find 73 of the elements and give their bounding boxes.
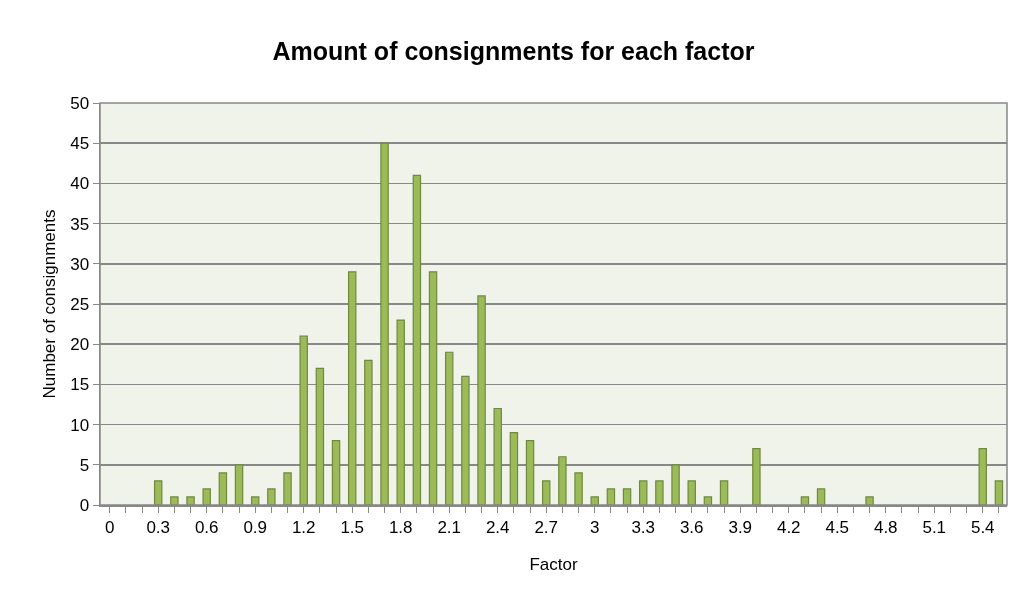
x-tick-label: 3 [590,517,600,537]
y-tick-label: 45 [70,134,90,154]
bar [655,480,664,505]
bar [978,448,987,505]
x-tick-label: 3.9 [728,517,753,537]
bar [687,480,696,505]
bar [347,271,357,505]
bar [380,142,389,505]
y-tick-label: 35 [70,214,90,234]
bar [218,472,228,505]
x-tick-label: 1.5 [340,517,365,537]
x-tick-label: 0.9 [243,517,268,537]
x-tick-label: 3.6 [679,517,704,537]
x-axis-title: Factor [529,555,578,575]
bar [671,464,680,505]
bar [153,480,163,505]
y-tick-label: 50 [70,93,90,113]
x-tick-label: 0 [104,517,115,537]
bar [590,496,599,505]
bar [477,295,486,505]
bar [574,472,583,505]
bar [412,174,422,505]
bar [816,488,826,505]
bar [719,480,729,505]
bar [267,488,276,505]
bar [606,488,616,505]
bar [364,359,373,505]
bar [622,488,632,505]
bar [493,407,502,505]
x-tick-label: 0.3 [146,517,171,537]
x-tick-label: 3.3 [631,517,656,537]
x-tick-label: 4.8 [873,517,898,537]
x-tick-label: 4.2 [776,517,801,537]
y-tick-label: 20 [70,335,90,355]
bar [444,351,454,505]
bar [186,496,195,505]
bar [250,496,260,505]
bar [865,496,874,505]
x-tick-label: 1.2 [291,517,316,537]
y-tick-label: 25 [70,294,90,314]
bar [202,488,211,505]
y-tick-label: 0 [79,495,90,515]
y-tick-label: 40 [70,174,90,194]
bar [396,319,405,505]
x-tick-label: 2.1 [437,517,462,537]
bar [283,472,292,505]
y-axis-title: Number of consignments [39,209,59,399]
chart-title: Amount of consignments for each factor [272,36,755,65]
bar [994,480,1004,505]
bar [461,375,470,505]
bar [315,367,325,505]
x-tick-label: 1.8 [388,517,413,537]
x-tick-label: 5.1 [922,517,947,537]
bar [638,480,648,505]
bar [752,448,761,505]
bar [170,496,179,505]
x-tick-label: 2.7 [534,517,559,537]
x-tick-label: 2.4 [485,517,510,537]
y-tick-label: 10 [70,415,90,435]
y-tick-label: 30 [70,254,90,274]
bar [525,440,535,505]
bar [299,335,308,505]
x-tick-label: 0.6 [194,517,219,537]
y-tick-label: 5 [79,455,90,475]
bar [541,480,551,505]
bar [558,456,567,505]
bar [234,464,244,505]
bar [331,440,341,505]
bar [428,271,438,505]
x-tick-label: 5.4 [970,517,995,537]
y-tick-label: 15 [70,375,90,395]
bar [509,432,519,505]
x-tick-label: 4.5 [825,517,850,537]
